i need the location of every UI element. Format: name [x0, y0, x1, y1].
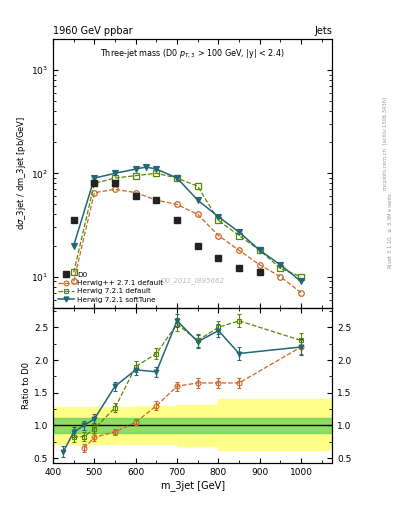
Text: D0_2011_I895662: D0_2011_I895662: [161, 278, 224, 284]
Text: 1960 GeV ppbar: 1960 GeV ppbar: [53, 26, 133, 36]
Y-axis label: Ratio to D0: Ratio to D0: [22, 362, 31, 409]
Text: Rivet 3.1.10, $\geq$ 3.3M events: Rivet 3.1.10, $\geq$ 3.3M events: [386, 192, 393, 269]
Text: mcplots.cern.ch  [arXiv:1306.3436]: mcplots.cern.ch [arXiv:1306.3436]: [383, 97, 387, 190]
Text: Jets: Jets: [314, 26, 332, 36]
Y-axis label: d$\sigma$_3jet / dm_3jet [pb/GeV]: d$\sigma$_3jet / dm_3jet [pb/GeV]: [15, 116, 28, 230]
Text: Three-jet mass (D0 $p_{T,3}$ > 100 GeV, |y| < 2.4): Three-jet mass (D0 $p_{T,3}$ > 100 GeV, …: [100, 47, 285, 60]
Legend: D0, Herwig++ 2.7.1 default, Herwig 7.2.1 default, Herwig 7.2.1 softTune: D0, Herwig++ 2.7.1 default, Herwig 7.2.1…: [57, 270, 164, 304]
X-axis label: m_3jet [GeV]: m_3jet [GeV]: [160, 480, 225, 491]
